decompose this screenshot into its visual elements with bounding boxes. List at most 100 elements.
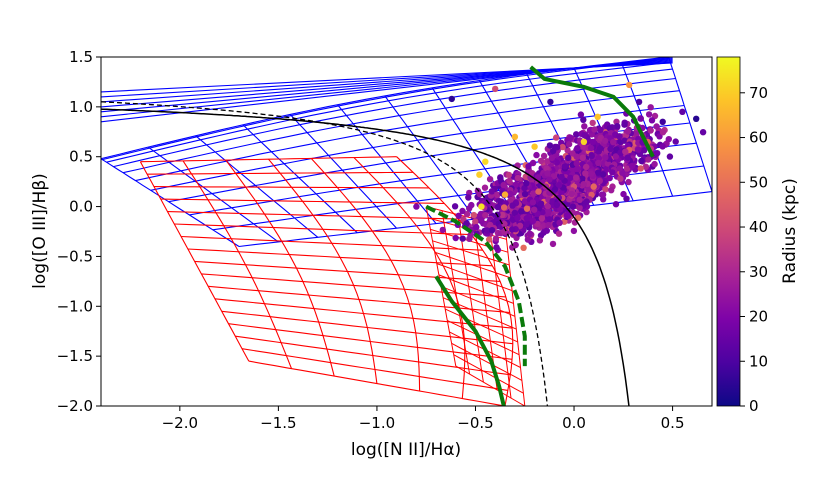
scatter-point — [588, 152, 595, 160]
scatter-point — [623, 195, 630, 202]
scatter-point — [509, 202, 516, 209]
scatter-point — [653, 123, 660, 130]
scatter-point — [470, 211, 478, 219]
scatter-point — [558, 173, 565, 181]
scatter-point — [499, 211, 506, 219]
scatter-point — [567, 174, 574, 182]
scatter-point — [568, 190, 575, 198]
scatter-point — [452, 234, 459, 242]
scatter-point — [548, 154, 556, 162]
scatter-point — [672, 138, 679, 145]
scatter-point — [494, 204, 501, 211]
scatter-point — [595, 159, 602, 167]
scatter-point — [484, 227, 491, 234]
scatter-point — [455, 212, 462, 219]
scatter-point — [484, 200, 492, 207]
scatter-point — [540, 152, 548, 160]
scatter-point — [580, 138, 588, 145]
scatter-point — [654, 150, 661, 157]
scatter-point — [624, 165, 631, 172]
scatter-point — [606, 125, 613, 132]
y-tick-label: 0.5 — [69, 148, 93, 166]
y-axis: 1.5 1.0 0.5 0.0 −0.5 −1.0 −1.5 −2.0 — [57, 48, 101, 415]
scatter-point — [531, 143, 538, 150]
scatter-point — [637, 165, 644, 172]
green-track-dashed — [425, 204, 527, 367]
scatter-point — [575, 214, 582, 221]
blue-grid-line — [101, 62, 673, 93]
scatter-point — [583, 163, 590, 171]
scatter-point — [511, 209, 518, 217]
scatter-point — [570, 227, 578, 235]
scatter-point — [651, 160, 658, 168]
scatter-point — [596, 145, 604, 152]
scatter-point — [617, 175, 624, 182]
scatter-point — [535, 188, 542, 195]
scatter-point — [468, 201, 475, 209]
scatter-point — [523, 221, 530, 228]
scatter-point — [556, 219, 563, 226]
scatter-point — [524, 236, 532, 243]
scatter-point — [463, 220, 470, 227]
scatter-point — [557, 206, 564, 213]
scatter-point — [523, 205, 531, 212]
red-grid-line — [225, 159, 335, 377]
red-grid-line — [353, 157, 466, 399]
scatter-point — [645, 156, 652, 163]
blue-grid-line — [101, 158, 240, 247]
scatter-point — [594, 113, 601, 121]
scatter-point — [665, 136, 672, 143]
scatter-point — [523, 180, 530, 187]
scatter-point — [612, 201, 620, 208]
red-grid-line — [441, 210, 471, 375]
scatter-point — [533, 151, 540, 159]
scatter-point — [620, 190, 627, 198]
red-grid-line — [310, 158, 421, 392]
red-grid-line — [440, 285, 516, 317]
scatter-point — [587, 170, 595, 177]
scatter-point — [506, 190, 514, 197]
red-grid-line — [139, 161, 250, 362]
scatter-point — [600, 196, 607, 203]
red-grid-line — [455, 365, 526, 406]
scatter-point — [626, 81, 633, 89]
scatter-point — [543, 165, 550, 172]
blue-grid-line — [431, 87, 516, 215]
scatter-point — [599, 191, 607, 198]
x-tick-label: −1.5 — [260, 414, 296, 432]
colorbar-label: Radius (kpc) — [780, 178, 800, 284]
x-tick-label: −0.5 — [457, 414, 493, 432]
scatter-point — [521, 184, 528, 192]
scatter-point — [574, 165, 581, 172]
scatter-point — [529, 159, 537, 167]
scatter-point — [521, 198, 529, 205]
scatter-point — [595, 155, 602, 162]
scatter-point — [624, 154, 631, 161]
scatter-point — [546, 142, 554, 149]
scatter-point — [555, 181, 563, 189]
scatter-point — [492, 85, 499, 93]
scatter-point — [603, 165, 610, 172]
scatter-point — [555, 194, 562, 201]
scatter-point — [621, 137, 628, 144]
scatter-point — [659, 118, 666, 126]
scatter-point — [573, 131, 580, 138]
scatter-point — [585, 185, 592, 192]
red-grid-line — [488, 222, 512, 399]
red-grid-line — [396, 156, 514, 406]
scatter-point — [616, 133, 623, 140]
scatter-point — [555, 230, 563, 237]
scatter-point — [642, 163, 650, 170]
scatter-point — [549, 240, 557, 248]
scatter-point — [529, 199, 537, 206]
scatter-point — [591, 126, 598, 133]
scatter-point — [641, 147, 648, 154]
plot-frame — [100, 56, 713, 407]
scatter-point — [563, 211, 570, 219]
scatter-point — [485, 236, 493, 243]
y-tick-label: −1.0 — [57, 297, 93, 315]
scatter-point — [481, 184, 489, 191]
scatter-point — [573, 174, 580, 181]
green-track — [434, 275, 506, 406]
scatter-point — [516, 222, 524, 229]
